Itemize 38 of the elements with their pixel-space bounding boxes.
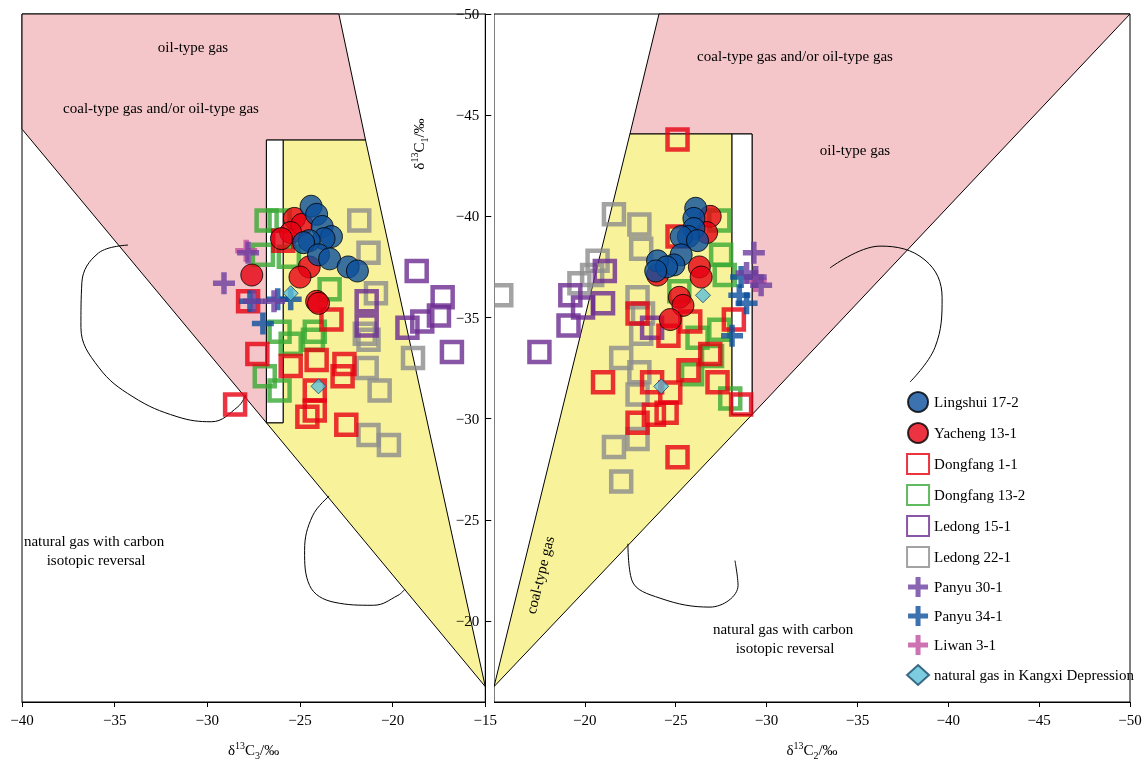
x-tick-label: −20 — [380, 711, 405, 728]
x-tick-label: −30 — [195, 711, 220, 728]
y-tick-label: −20 — [455, 613, 480, 630]
x-tick-label: −40 — [10, 711, 34, 728]
y-tick-label: −25 — [455, 511, 480, 528]
annotation: oil-type gas — [157, 39, 229, 55]
x-tick-label: −25 — [663, 711, 688, 728]
annotation: coal-type gas and/or oil-type gas — [63, 100, 260, 116]
x-tick-label: −50 — [1118, 711, 1142, 728]
y-tick-label: −35 — [455, 309, 480, 326]
x-tick-label: −35 — [845, 711, 870, 728]
x-tick-label: −40 — [936, 711, 961, 728]
y-tick-label: −50 — [455, 6, 480, 22]
annotation: coal-type gas — [522, 534, 558, 616]
legend-label: Liwan 3-1 — [934, 637, 997, 653]
y-axis-title: δ13C1/‰ — [408, 118, 430, 170]
annotation: oil-type gas — [819, 142, 891, 158]
legend-label: Ledong 15-1 — [934, 518, 1012, 534]
legend-label: Dongfang 1-1 — [934, 456, 1018, 472]
x-tick-label: −45 — [1027, 711, 1051, 728]
legend-label: Ledong 22-1 — [934, 549, 1012, 565]
legend-label: Dongfang 13-2 — [934, 487, 1026, 503]
x-tick-label: −25 — [288, 711, 312, 728]
annotation: natural gas with carbon isotopic reversal — [23, 532, 169, 568]
x-tick-label: −30 — [754, 711, 779, 728]
y-tick-label: −45 — [455, 107, 480, 124]
legend-label: Lingshui 17-2 — [934, 394, 1019, 410]
legend-label: Yacheng 13-1 — [934, 425, 1018, 441]
y-tick-label: −30 — [455, 410, 480, 427]
x-tick-label: −20 — [573, 711, 597, 728]
legend-label: natural gas in Kangxi Depression — [934, 667, 1135, 683]
legend-label: Panyu 34-1 — [934, 608, 1003, 624]
x-tick-label: −35 — [102, 711, 127, 728]
x-tick-label: −15 — [473, 711, 497, 728]
annotation: natural gas with carbon isotopic reversal — [712, 620, 858, 656]
annotation: coal-type gas and/or oil-type gas — [697, 48, 894, 64]
legend-label: Panyu 30-1 — [934, 579, 1003, 595]
y-tick-label: −40 — [455, 208, 480, 225]
